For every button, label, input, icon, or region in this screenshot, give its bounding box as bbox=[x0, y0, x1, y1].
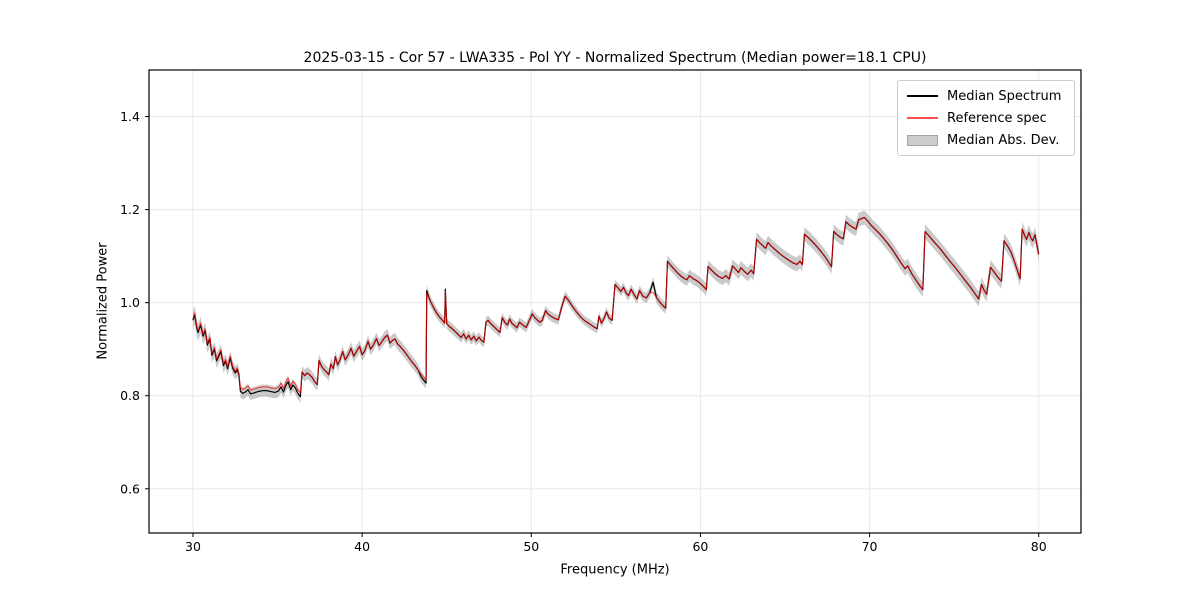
x-tick-label: 40 bbox=[354, 539, 370, 554]
axes-spines bbox=[148, 69, 1082, 534]
median-spectrum-line-swatch bbox=[907, 95, 938, 97]
reference-spec-line bbox=[192, 216, 1040, 394]
legend-item-median-spectrum: Median Spectrum bbox=[907, 88, 1064, 104]
y-axis-label: Normalized Power bbox=[95, 242, 111, 360]
x-axis-label: Frequency (MHz) bbox=[560, 562, 670, 578]
x-tick-label: 80 bbox=[1031, 539, 1047, 554]
mad-band-area bbox=[192, 210, 1039, 403]
reference-spec-line-swatch bbox=[907, 117, 938, 119]
legend-label-median-spectrum: Median Spectrum bbox=[947, 88, 1062, 104]
legend-label-median-abs-dev: Median Abs. Dev. bbox=[947, 132, 1060, 148]
legend-item-reference-spec: Reference spec bbox=[907, 110, 1064, 126]
y-tick-label: 0.6 bbox=[120, 481, 140, 496]
x-tick-label: 50 bbox=[523, 539, 539, 554]
median-spectrum-line bbox=[192, 216, 1040, 398]
legend-item-median-abs-dev: Median Abs. Dev. bbox=[907, 132, 1064, 148]
legend-label-reference-spec: Reference spec bbox=[947, 110, 1047, 126]
x-tick-label: 30 bbox=[185, 539, 201, 554]
y-tick-label: 1.4 bbox=[120, 109, 140, 124]
y-tick-label: 1.2 bbox=[120, 202, 140, 217]
median-abs-dev-patch-swatch bbox=[907, 134, 938, 146]
x-tick-label: 70 bbox=[862, 539, 878, 554]
legend-box: Median Spectrum Reference spec Median Ab… bbox=[897, 80, 1075, 156]
y-tick-label: 0.8 bbox=[120, 388, 140, 403]
x-tick-label: 60 bbox=[692, 539, 708, 554]
y-tick-label: 1.0 bbox=[120, 295, 140, 310]
chart-title: 2025-03-15 - Cor 57 - LWA335 - Pol YY - … bbox=[303, 50, 927, 66]
